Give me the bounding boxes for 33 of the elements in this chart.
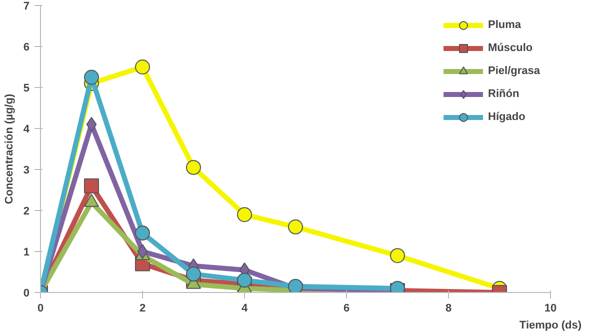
point xyxy=(86,116,97,132)
point xyxy=(84,70,99,85)
x-tick-label: 0 xyxy=(37,302,44,314)
point xyxy=(288,219,303,234)
x-tick-label: 10 xyxy=(544,302,557,314)
y-tick-label: 2 xyxy=(23,206,30,218)
point xyxy=(237,272,252,288)
x-tick-label: 4 xyxy=(241,302,248,314)
legend-label: Piel/grasa xyxy=(488,65,540,77)
y-tick-label: 5 xyxy=(23,82,30,94)
y-tick-label: 6 xyxy=(23,42,30,54)
y-tick-label: 0 xyxy=(23,288,30,300)
point xyxy=(237,207,252,222)
point xyxy=(135,60,150,74)
legend-label: Riñón xyxy=(488,88,520,100)
point xyxy=(137,244,148,259)
legend-label: Hígado xyxy=(488,111,526,123)
x-tick-label: 6 xyxy=(343,302,350,314)
y-tick-label: 1 xyxy=(23,246,30,258)
point xyxy=(84,178,99,194)
point xyxy=(186,266,201,282)
y-axis-title: Concentración (µg/g) xyxy=(3,94,16,204)
point xyxy=(135,226,150,241)
legend-label: Pluma xyxy=(488,19,522,31)
x-axis-title: Tiempo (ds) xyxy=(519,320,582,332)
point xyxy=(390,248,405,264)
x-tick-label: 2 xyxy=(139,302,146,314)
y-tick-label: 3 xyxy=(23,164,30,176)
y-tick-label: 4 xyxy=(23,124,30,136)
legend-label: Músculo xyxy=(488,42,533,54)
y-tick-label: 7 xyxy=(23,0,30,12)
point xyxy=(186,160,201,175)
x-tick-label: 8 xyxy=(445,302,452,314)
